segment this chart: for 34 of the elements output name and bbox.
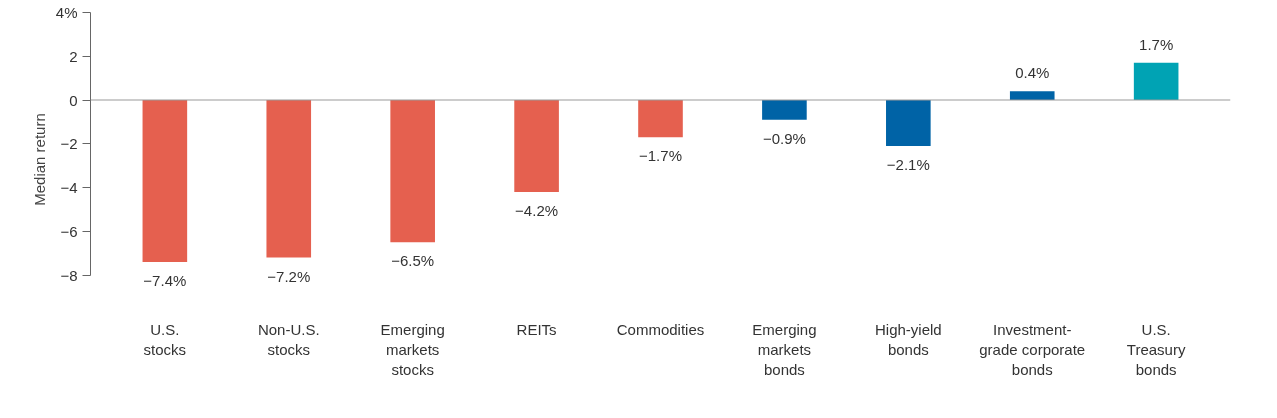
y-tick-label: −2 [60,135,78,153]
data-label: −7.2% [267,267,311,285]
bar [266,100,312,258]
y-axis-title: Median return [30,113,48,206]
data-label: −2.1% [886,155,930,173]
y-tick-label: −6 [60,222,78,240]
bar [762,100,807,120]
y-tick-label: −8 [60,266,78,284]
x-tick-label: Commodities [616,320,705,338]
y-tick-label: 2 [69,47,78,65]
y-tick-label: 4% [55,4,78,21]
data-label: −1.7% [639,147,682,165]
x-tick-label: Non-U.S. stocks [257,320,320,358]
x-tick-label: Emerging markets stocks [380,320,445,379]
bar [1133,62,1179,100]
data-label: −4.2% [515,201,559,219]
x-tick-label: Investment- grade corporate bonds [979,320,1086,379]
data-label: 1.7% [1139,35,1174,53]
x-tick-label: U.S. stocks [143,320,187,358]
data-label: 0.4% [1015,64,1050,82]
data-label: −7.4% [143,271,187,289]
bar [390,100,435,243]
bar [886,100,931,146]
x-tick-label: REITs [516,320,557,338]
y-tick-label: −4 [60,179,78,196]
x-tick-label: High-yield bonds [874,320,942,358]
x-tick-label: U.S. Treasury bonds [1126,320,1186,379]
y-tick-label: 0 [69,91,78,109]
data-label: −0.9% [762,129,806,147]
bar [638,100,683,138]
bar [514,100,559,192]
data-label: −6.5% [391,252,435,270]
bar [142,100,188,262]
x-tick-label: Emerging markets bonds [752,320,817,379]
